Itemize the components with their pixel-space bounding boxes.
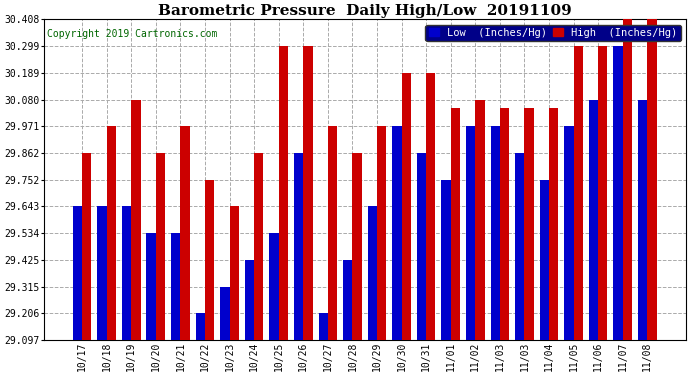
Bar [220, 287, 230, 340]
Bar [598, 46, 607, 340]
Bar [279, 46, 288, 340]
Bar [245, 260, 254, 340]
Text: Copyright 2019 Cartronics.com: Copyright 2019 Cartronics.com [47, 29, 217, 39]
Bar [180, 126, 190, 340]
Bar [392, 126, 402, 340]
Bar [417, 153, 426, 340]
Bar [269, 233, 279, 340]
Bar [402, 73, 411, 340]
Bar [515, 153, 524, 340]
Bar [97, 207, 107, 340]
Bar [319, 314, 328, 340]
Bar [491, 126, 500, 340]
Bar [122, 207, 131, 340]
Bar [549, 108, 558, 340]
Bar [82, 153, 92, 340]
Bar [524, 108, 534, 340]
Bar [205, 180, 215, 340]
Bar [426, 73, 435, 340]
Bar [72, 207, 82, 340]
Title: Barometric Pressure  Daily High/Low  20191109: Barometric Pressure Daily High/Low 20191… [158, 4, 571, 18]
Bar [304, 46, 313, 340]
Bar [564, 126, 573, 340]
Bar [638, 100, 647, 340]
Bar [500, 108, 509, 340]
Bar [131, 100, 141, 340]
Bar [475, 100, 484, 340]
Legend: Low  (Inches/Hg), High  (Inches/Hg): Low (Inches/Hg), High (Inches/Hg) [426, 24, 680, 41]
Bar [171, 233, 180, 340]
Bar [146, 233, 156, 340]
Bar [540, 180, 549, 340]
Bar [230, 207, 239, 340]
Bar [196, 314, 205, 340]
Bar [647, 20, 657, 340]
Bar [589, 100, 598, 340]
Bar [451, 108, 460, 340]
Bar [466, 126, 475, 340]
Bar [442, 180, 451, 340]
Bar [156, 153, 165, 340]
Bar [368, 207, 377, 340]
Bar [254, 153, 264, 340]
Bar [623, 20, 632, 340]
Bar [107, 126, 116, 340]
Bar [613, 46, 623, 340]
Bar [328, 126, 337, 340]
Bar [353, 153, 362, 340]
Bar [343, 260, 353, 340]
Bar [377, 126, 386, 340]
Bar [573, 46, 583, 340]
Bar [294, 153, 304, 340]
